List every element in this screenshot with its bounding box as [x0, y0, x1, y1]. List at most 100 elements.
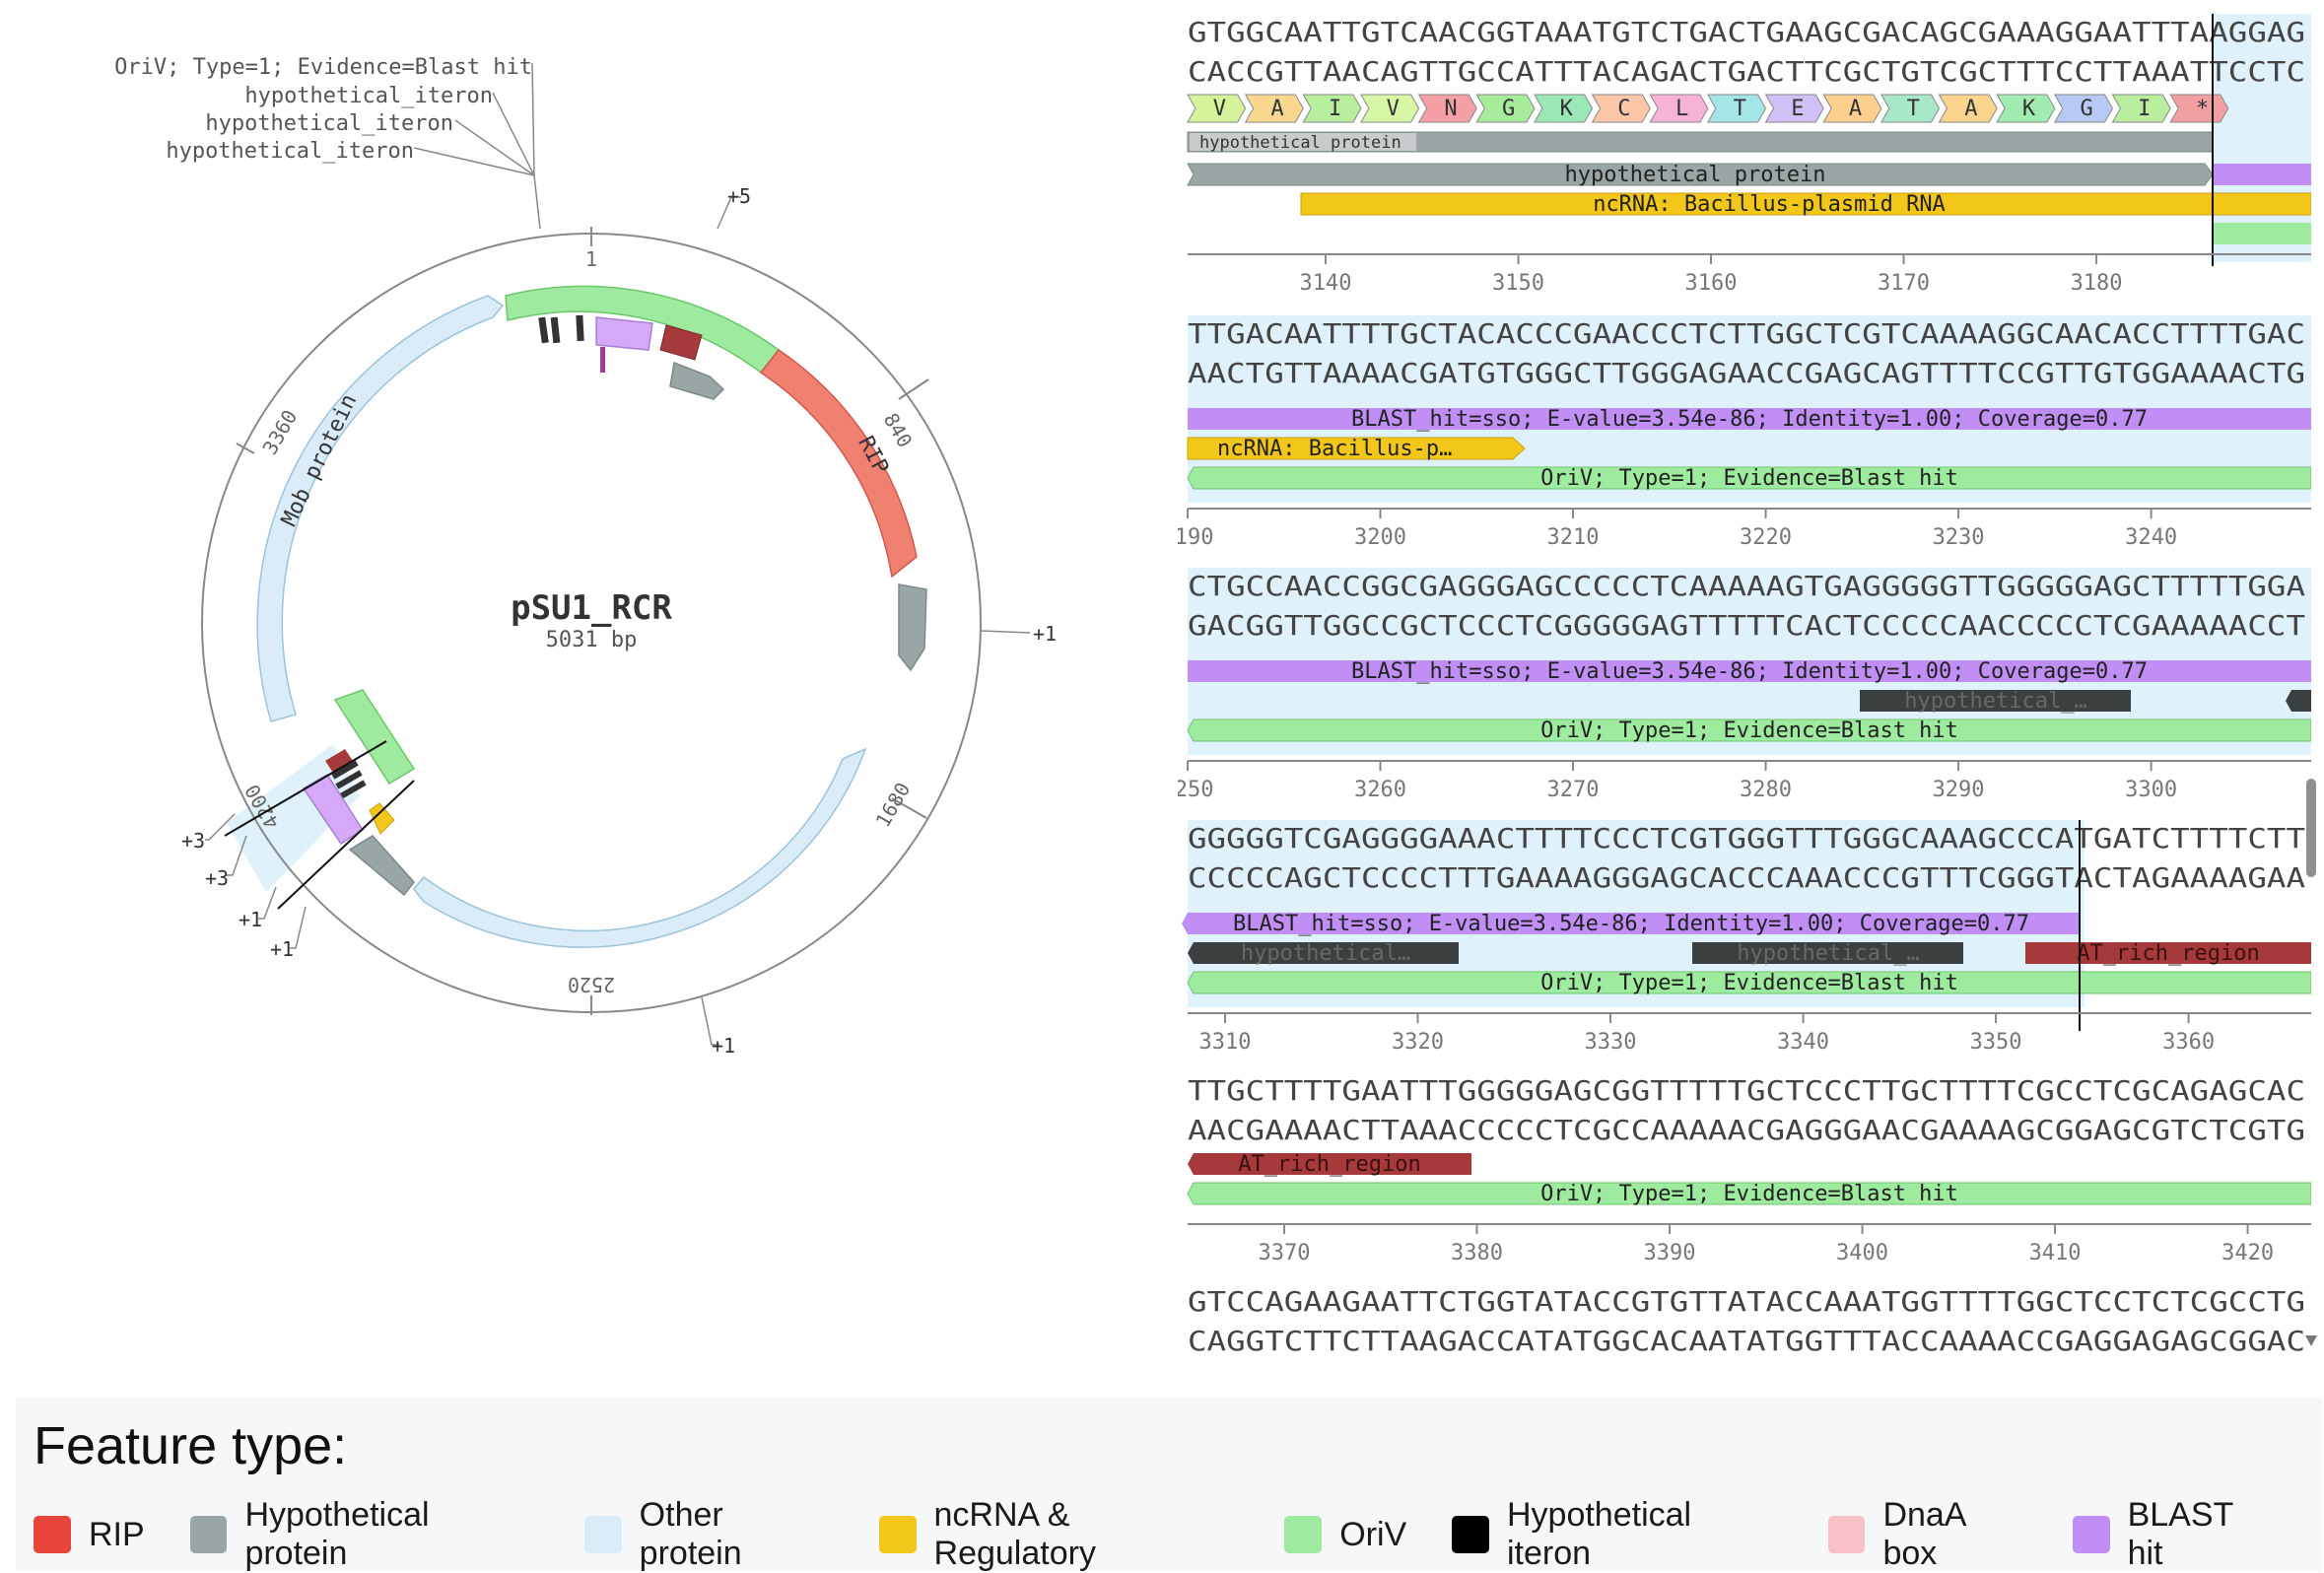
amino-acid-chevron[interactable] — [1764, 94, 1824, 123]
amino-acid-chevron[interactable] — [1187, 94, 1247, 123]
amino-acid-letter: C — [1617, 97, 1630, 121]
hypothetical-protein-arc[interactable] — [348, 835, 415, 897]
amino-acid-chevron[interactable] — [2169, 94, 2229, 123]
amino-acid-chevron[interactable] — [1649, 94, 1709, 123]
blast-hit-arc[interactable] — [595, 316, 653, 351]
feature-bar-hyp-dark[interactable] — [1692, 942, 1963, 964]
iteron-mark[interactable] — [576, 314, 584, 342]
feature-label[interactable]: hypothetical_iteron — [166, 139, 414, 164]
feature-label[interactable]: OriV; Type=1; Evidence=Blast hit — [114, 55, 532, 80]
amino-acid-chevron[interactable] — [2111, 94, 2171, 123]
legend-item-blast-hit[interactable]: BLAST hit — [2072, 1496, 2277, 1573]
amino-acid-letter: K — [1560, 97, 1574, 121]
feature-bar-ncrna[interactable] — [1300, 192, 2311, 216]
rip-arc[interactable] — [759, 348, 918, 579]
feature-bar-hypothetical[interactable] — [1187, 163, 2214, 186]
at-rich-mark[interactable] — [325, 749, 353, 773]
ruler-tick-label: 3310 — [1199, 1030, 1252, 1055]
linear-scrollbar[interactable] — [2302, 0, 2320, 1360]
amino-acid-chevron[interactable] — [1996, 94, 2056, 123]
amino-acid-chevron[interactable] — [1360, 94, 1420, 123]
hypothetical-protein-arc[interactable] — [898, 583, 927, 672]
cutsite-line — [205, 813, 236, 841]
amino-acid-chevron[interactable] — [1822, 94, 1882, 123]
legend-item-rip[interactable]: RIP — [34, 1516, 145, 1554]
mob-protein-arc[interactable] — [256, 295, 505, 722]
feature-bar-blast[interactable] — [1188, 408, 2311, 430]
cutsite-label: +5 — [727, 184, 751, 208]
feature-bar-hyp-dark[interactable] — [1860, 690, 2131, 712]
iteron-mark[interactable] — [335, 770, 363, 789]
legend-swatch — [1827, 1516, 1866, 1553]
scrollbar-thumb[interactable] — [2306, 779, 2316, 877]
feature-bar-ncrna[interactable] — [1187, 437, 1526, 460]
amino-acid-letter: * — [2196, 97, 2209, 121]
label-leader — [492, 92, 535, 176]
amino-acid-chevron[interactable] — [1244, 94, 1304, 123]
feature-bar-hyp-dark[interactable] — [2286, 690, 2311, 712]
feature-bar-at-rich[interactable] — [1188, 1153, 1471, 1175]
ruler-tick-label: 3140 — [1300, 271, 1352, 296]
feature-bar-oriv[interactable] — [1187, 466, 2311, 490]
feature-bar-oriv[interactable] — [1187, 971, 2311, 994]
seq-bottom: CAGGTCTTCTTAAGACCATATGGCACAATATGGTTTACCA… — [1188, 1325, 2305, 1357]
amino-acid-track[interactable]: V A I V N G K C L T E A T A K G I * — [1187, 94, 2229, 123]
amino-acid-chevron[interactable] — [1880, 94, 1941, 123]
circular-map[interactable]: pSU1_RCR 5031 bp 1 840 1680 2520 3360 42… — [0, 0, 1163, 1360]
legend-item-oriv[interactable]: OriV — [1284, 1516, 1406, 1554]
ruler-tick-label: 3230 — [1933, 525, 1985, 550]
feature-bar-at-rich[interactable] — [2025, 942, 2311, 964]
tick-label: 2520 — [568, 973, 615, 996]
amino-acid-letter: V — [1387, 97, 1400, 121]
amino-acid-chevron[interactable] — [1302, 94, 1362, 123]
iteron-mark[interactable] — [538, 316, 549, 344]
dnaa-mark[interactable] — [600, 347, 605, 373]
feature-label[interactable]: hypothetical_iteron — [205, 111, 453, 136]
other-protein-arc[interactable] — [413, 747, 867, 948]
feature-bar-blast[interactable] — [1188, 660, 2311, 682]
ruler-tick-label: 3360 — [2162, 1030, 2215, 1055]
legend-item-ncrna[interactable]: ncRNA & Regulatory — [878, 1496, 1239, 1573]
amino-acid-chevron[interactable] — [1417, 94, 1477, 123]
iteron-mark[interactable] — [339, 780, 367, 799]
amino-acid-chevron[interactable] — [2053, 94, 2114, 123]
cutsite-label: +3 — [181, 829, 205, 853]
scroll-down-arrow-icon[interactable] — [2305, 1335, 2317, 1346]
seq-bottom: AACGAAAACTTAAACCCCCTCGCCAAAAACGAGGGAACGA… — [1188, 1114, 2305, 1146]
amino-acid-chevron[interactable] — [1475, 94, 1536, 123]
seq-bottom: CCCCCAGCTCCCCTTTGAAAAGGGAGCACCCAAACCCGTT… — [1188, 861, 2305, 894]
amino-acid-letter: E — [1791, 97, 1804, 121]
oriv-arc[interactable] — [333, 689, 416, 786]
ruler-tick-label: 3330 — [1585, 1030, 1637, 1055]
legend-item-dnaa-box[interactable]: DnaA box — [1827, 1496, 2027, 1573]
amino-acid-chevron[interactable] — [1534, 94, 1594, 123]
iteron-mark[interactable] — [331, 760, 359, 780]
at-rich-mark[interactable] — [659, 324, 703, 361]
ruler: 3140 3150 3160 3170 3180 — [1300, 254, 2123, 296]
amino-acid-chevron[interactable] — [1591, 94, 1651, 123]
plasmid-length: 5031 bp — [546, 628, 638, 652]
tick-mark — [236, 443, 255, 454]
hypothetical-protein-arc[interactable] — [669, 361, 725, 400]
iteron-mark[interactable] — [550, 316, 561, 344]
feature-label: ncRNA: Bacillus-plasmid RNA — [1593, 192, 1946, 217]
legend-item-other-protein[interactable]: Other protein — [583, 1496, 834, 1573]
amino-acid-chevron[interactable] — [1707, 94, 1767, 123]
linear-sequence-map[interactable]: GTGGCAATTGTCAACGGTAAATGTCTGACTGAAGCGACAG… — [1178, 0, 2311, 1360]
feature-label: OriV; Type=1; Evidence=Blast hit — [1540, 971, 1958, 995]
feature-bar-hyp-dark[interactable] — [1188, 942, 1459, 964]
amino-acid-letter: I — [1329, 97, 1341, 121]
feature-bar-oriv[interactable] — [2213, 223, 2311, 244]
feature-label[interactable]: hypothetical_iteron — [244, 84, 493, 108]
feature-bar-blast[interactable] — [1182, 913, 2080, 934]
legend-item-hypothetical-protein[interactable]: Hypothetical protein — [189, 1496, 539, 1573]
feature-bar-oriv[interactable] — [1187, 718, 2311, 742]
ruler-tick-label: 3180 — [2071, 271, 2123, 296]
ncrna-mark[interactable] — [369, 802, 395, 835]
legend-item-hypothetical-iteron[interactable]: Hypothetical iteron — [1452, 1496, 1782, 1573]
seq-top: GGGGGTCGAGGGGAAACTTTTCCCTCGTGGGTTTGGGCAA… — [1188, 822, 2305, 855]
feature-label: AT_rich_region — [1238, 1152, 1420, 1177]
feature-bar-blast[interactable] — [2213, 164, 2311, 185]
feature-bar-oriv[interactable] — [1187, 1182, 2311, 1205]
amino-acid-chevron[interactable] — [1938, 94, 1998, 123]
